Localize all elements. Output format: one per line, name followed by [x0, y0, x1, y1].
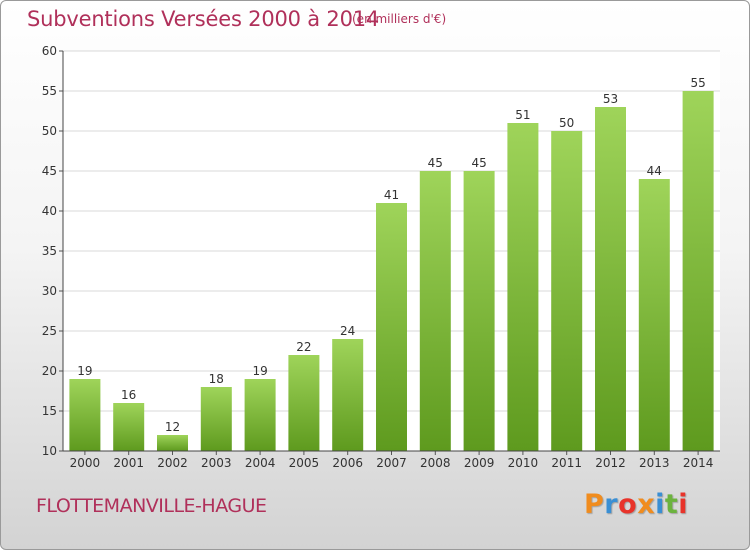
- x-tick-label: 2007: [376, 456, 407, 470]
- x-tick-label: 2014: [683, 456, 714, 470]
- x-tick-label: 2010: [508, 456, 539, 470]
- bar-2012: [595, 107, 626, 451]
- x-tick-label: 2000: [70, 456, 101, 470]
- chart-title: Subventions Versées 2000 à 2014: [27, 7, 380, 31]
- logo-letter: P: [584, 489, 605, 520]
- y-tick-label: 60: [42, 44, 57, 58]
- y-axis-ticks: 10 15 20 25 30 35 40 45 50 55 60: [42, 44, 63, 458]
- y-tick-label: 15: [42, 404, 57, 418]
- logo-letter: t: [664, 489, 679, 520]
- data-label: 50: [559, 116, 574, 130]
- x-tick-label: 2003: [201, 456, 232, 470]
- bar-2000: [69, 379, 101, 451]
- data-label: 51: [515, 108, 530, 122]
- x-tick-label: 2008: [420, 456, 451, 470]
- bar-2006: [332, 339, 364, 451]
- location-name: FLOTTEMANVILLE-HAGUE: [36, 495, 267, 517]
- bar-2013: [638, 179, 670, 451]
- bar-2003: [200, 387, 232, 451]
- y-tick-label: 25: [42, 324, 57, 338]
- y-tick-label: 20: [42, 364, 57, 378]
- y-tick-label: 50: [42, 124, 57, 138]
- x-tick-label: 2002: [157, 456, 188, 470]
- bar-2005: [288, 355, 320, 451]
- x-tick-label: 2011: [551, 456, 582, 470]
- data-label: 16: [121, 388, 136, 402]
- y-tick-label: 35: [42, 244, 57, 258]
- x-tick-label: 2006: [332, 456, 363, 470]
- logo-letter: i: [678, 489, 689, 520]
- data-label: 19: [77, 364, 92, 378]
- x-tick-label: 2005: [289, 456, 320, 470]
- x-tick-label: 2001: [113, 456, 144, 470]
- logo-letter: x: [637, 489, 656, 520]
- y-tick-label: 55: [42, 84, 57, 98]
- data-label: 45: [471, 156, 486, 170]
- x-tick-label: 2009: [464, 456, 495, 470]
- data-labels: 19 16 12 18 19 22 24 41 45 45 51 50 53 44 55: [77, 76, 705, 434]
- data-label: 53: [603, 92, 618, 106]
- bar-2004: [244, 379, 276, 451]
- y-tick-label: 45: [42, 164, 57, 178]
- logo-letter: r: [604, 489, 619, 520]
- logo-letter: i: [655, 489, 665, 520]
- x-axis-ticks: 2000 2001 2002 2003 2004 2005 2006 2007 2008 2009…: [70, 451, 714, 470]
- bar-2001: [113, 403, 145, 451]
- x-tick-label: 2013: [639, 456, 670, 470]
- x-tick-label: 2012: [595, 456, 626, 470]
- data-label: 19: [252, 364, 267, 378]
- data-label: 18: [209, 372, 224, 386]
- bars: [69, 91, 714, 451]
- logo-letter: o: [618, 489, 638, 520]
- data-label: 55: [690, 76, 705, 90]
- bar-2002: [157, 435, 188, 451]
- bar-2009: [463, 171, 495, 451]
- data-label: 22: [296, 340, 311, 354]
- data-label: 12: [165, 420, 180, 434]
- bar-2010: [507, 123, 539, 451]
- bar-2014: [682, 91, 714, 451]
- bar-2008: [419, 171, 451, 451]
- proxiti-logo[interactable]: Proxiti: [584, 489, 688, 520]
- data-label: 24: [340, 324, 355, 338]
- data-label: 44: [647, 164, 662, 178]
- bar-2011: [551, 131, 583, 451]
- x-tick-label: 2004: [245, 456, 276, 470]
- axes: [62, 51, 720, 452]
- bar-2007: [376, 203, 407, 451]
- chart-unit: (en milliers d'€): [352, 12, 447, 26]
- y-tick-label: 40: [42, 204, 57, 218]
- data-label: 41: [384, 188, 399, 202]
- y-tick-label: 30: [42, 284, 57, 298]
- y-tick-label: 10: [42, 444, 57, 458]
- data-label: 45: [428, 156, 443, 170]
